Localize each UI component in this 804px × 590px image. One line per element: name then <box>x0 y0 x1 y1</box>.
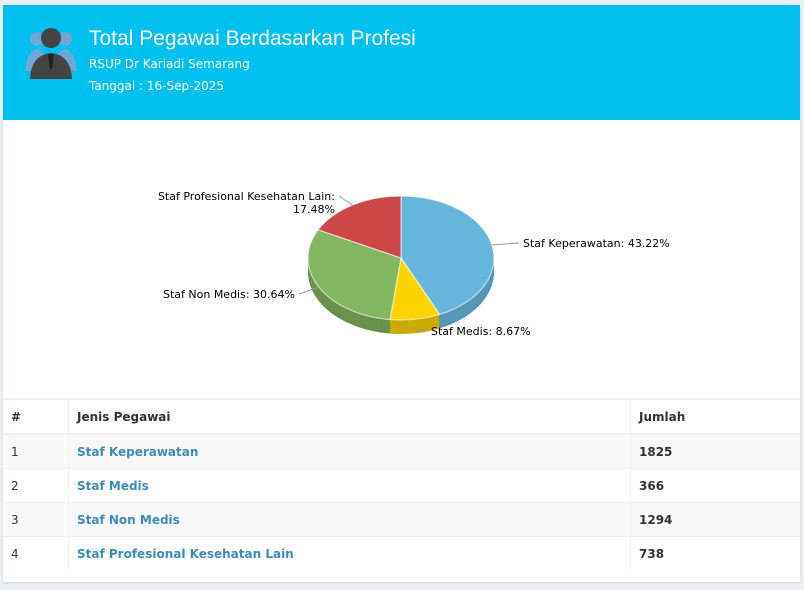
row-number: 4 <box>3 536 69 570</box>
table-row: 4 Staf Profesional Kesehatan Lain 738 <box>3 536 800 570</box>
profession-table: # Jenis Pegawai Jumlah 1 Staf Keperawatan… <box>3 398 800 570</box>
slice-label: Staf Profesional Kesehatan Lain: <box>158 190 335 203</box>
table-row: 3 Staf Non Medis 1294 <box>3 502 800 537</box>
col-number: # <box>3 398 69 435</box>
row-count: 1825 <box>630 433 800 469</box>
slice-label: Staf Keperawatan: 43.22% <box>523 237 670 250</box>
users-icon <box>25 28 77 79</box>
row-count: 738 <box>630 536 800 570</box>
slice-label-value: 17.48% <box>293 203 335 216</box>
col-count: Jumlah <box>630 398 800 435</box>
page-title: Total Pegawai Berdasarkan Profesi <box>89 27 416 50</box>
slice-label: Staf Medis: 8.67% <box>431 325 531 338</box>
row-count: 366 <box>630 468 800 503</box>
slice-label: Staf Non Medis: 30.64% <box>163 288 295 301</box>
pie-slice[interactable] <box>307 229 402 321</box>
row-count: 1294 <box>630 502 800 537</box>
label-connector <box>415 328 428 332</box>
label-connector <box>338 195 353 206</box>
row-number: 1 <box>3 433 69 469</box>
table-row: 1 Staf Keperawatan 1825 <box>3 433 800 469</box>
label-connector <box>491 242 520 246</box>
report-date: Tanggal : 16-Sep-2025 <box>89 79 224 93</box>
type-link[interactable]: Staf Profesional Kesehatan Lain <box>77 546 294 561</box>
pie-slice[interactable] <box>317 195 402 259</box>
header-banner: Total Pegawai Berdasarkan Profesi RSUP D… <box>3 5 800 120</box>
col-type: Jenis Pegawai <box>68 398 631 435</box>
label-connector <box>298 286 320 295</box>
table-row: 2 Staf Medis 366 <box>3 468 800 503</box>
type-link[interactable]: Staf Keperawatan <box>77 444 199 459</box>
row-number: 2 <box>3 468 69 503</box>
type-link[interactable]: Staf Medis <box>77 478 149 493</box>
hospital-name: RSUP Dr Kariadi Semarang <box>89 57 250 71</box>
type-link[interactable]: Staf Non Medis <box>77 512 180 527</box>
row-number: 3 <box>3 502 69 537</box>
pie-chart: Staf Keperawatan: 43.22% Staf Medis: 8.67… <box>158 190 670 338</box>
profession-card: Total Pegawai Berdasarkan Profesi RSUP D… <box>3 5 800 582</box>
